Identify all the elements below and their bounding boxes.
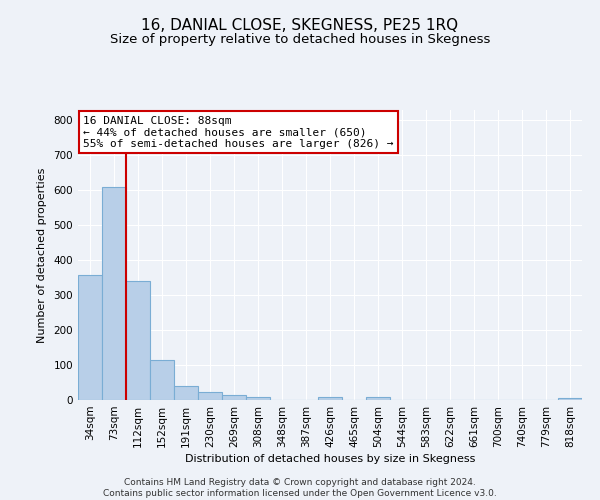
Y-axis label: Number of detached properties: Number of detached properties (37, 168, 47, 342)
Text: Contains HM Land Registry data © Crown copyright and database right 2024.
Contai: Contains HM Land Registry data © Crown c… (103, 478, 497, 498)
Bar (318, 397, 342, 400)
Bar (222, 395, 246, 400)
Text: Size of property relative to detached houses in Skegness: Size of property relative to detached ho… (110, 32, 490, 46)
Bar (558, 398, 582, 400)
Bar (246, 397, 270, 400)
Bar (198, 392, 222, 400)
Text: 16 DANIAL CLOSE: 88sqm
← 44% of detached houses are smaller (650)
55% of semi-de: 16 DANIAL CLOSE: 88sqm ← 44% of detached… (83, 116, 394, 149)
X-axis label: Distribution of detached houses by size in Skegness: Distribution of detached houses by size … (185, 454, 475, 464)
Bar (126, 281, 150, 400)
Bar (366, 397, 390, 400)
Bar (102, 187, 126, 400)
Bar (150, 360, 174, 400)
Text: 16, DANIAL CLOSE, SKEGNESS, PE25 1RQ: 16, DANIAL CLOSE, SKEGNESS, PE25 1RQ (142, 18, 458, 32)
Bar (78, 276, 102, 400)
Bar (174, 386, 198, 400)
